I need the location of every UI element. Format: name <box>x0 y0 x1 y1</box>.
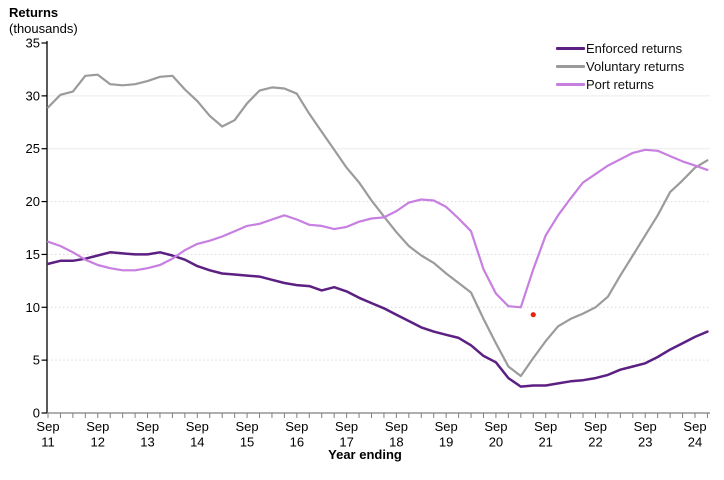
x-axis-title: Year ending <box>328 447 402 462</box>
x-tick-label-sep-12: Sep 12 <box>86 419 109 450</box>
x-tick-label-sep-19: Sep 19 <box>435 419 458 450</box>
x-tick-label-sep-20: Sep 20 <box>484 419 507 450</box>
y-tick-label: 5 <box>33 353 40 368</box>
annotations <box>530 312 536 318</box>
x-tick-label-sep-13: Sep 13 <box>136 419 159 450</box>
legend-label: Voluntary returns <box>586 58 685 74</box>
x-tick-label-sep-17: Sep 17 <box>335 419 358 450</box>
x-tick-label-sep-15: Sep 15 <box>236 419 259 450</box>
y-tick-label: 0 <box>33 406 40 421</box>
x-tick-label-sep-11: Sep 11 <box>36 419 59 450</box>
gridlines <box>47 95 710 361</box>
chart-title: Returns <box>9 5 59 20</box>
x-tick-label-sep-18: Sep 18 <box>385 419 408 450</box>
red-dot-marker <box>530 312 536 318</box>
legend-label: Port returns <box>586 76 654 92</box>
x-tick-label-sep-24: Sep 24 <box>683 419 706 450</box>
series-line-port-returns <box>46 148 709 309</box>
voluntary-returns-line-swatch <box>556 64 585 68</box>
x-tick-labels: Sep 11 Sep 12 Sep 13 Sep 14 Sep 15 Sep 16 Sep 17 Sep 18… <box>36 419 706 450</box>
series-line-enforced-returns <box>46 251 709 388</box>
axes <box>41 41 710 418</box>
legend-item-enforced-returns: Enforced returns <box>556 39 684 57</box>
series-line-voluntary-returns <box>46 73 709 378</box>
y-tick-label: 10 <box>26 300 40 315</box>
chart-subtitle: (thousands) <box>9 21 78 36</box>
x-tick-label-sep-14: Sep 14 <box>186 419 209 450</box>
y-tick-label: 15 <box>26 247 40 262</box>
x-tick-label-sep-16: Sep 16 <box>285 419 308 450</box>
enforced-returns-line-swatch <box>556 46 585 50</box>
legend-item-port-returns: Port returns <box>556 75 684 93</box>
y-tick-label: 35 <box>26 36 40 51</box>
legend: Enforced returns Voluntary returns Port … <box>556 39 684 93</box>
legend-item-voluntary-returns: Voluntary returns <box>556 57 684 75</box>
x-tick-label-sep-23: Sep 23 <box>634 419 657 450</box>
y-tick-label: 20 <box>26 194 40 209</box>
y-tick-labels: 0 5 10 15 20 25 30 35 <box>26 36 40 421</box>
legend-label: Enforced returns <box>586 40 683 56</box>
x-tick-label-sep-21: Sep 21 <box>534 419 557 450</box>
port-returns-line-swatch <box>556 82 585 86</box>
x-tick-label-sep-22: Sep 22 <box>584 419 607 450</box>
y-tick-label: 25 <box>26 141 40 156</box>
y-tick-label: 30 <box>26 88 40 103</box>
series-lines <box>46 73 709 388</box>
